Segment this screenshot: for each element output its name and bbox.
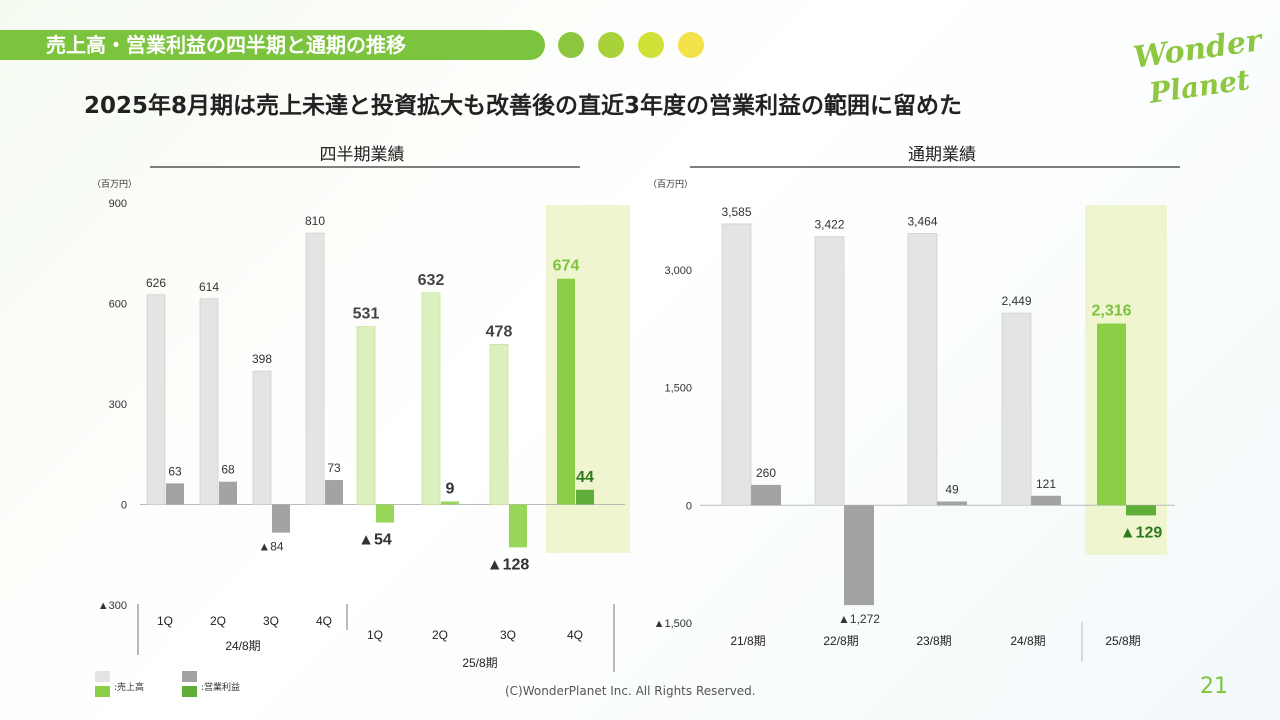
legend-label-revenue: :売上高	[114, 683, 145, 693]
profit-value-label: ▲129	[1120, 524, 1163, 541]
x-category-label: 2Q	[210, 614, 226, 628]
x-category-label: 1Q	[367, 628, 383, 642]
x-category-label: 3Q	[263, 614, 279, 628]
profit-value-label: ▲54	[358, 532, 392, 549]
decor-dot-4	[678, 32, 704, 58]
profit-bar	[166, 483, 184, 505]
profit-value-label: 73	[327, 461, 341, 475]
x-category-label: 4Q	[567, 628, 583, 642]
revenue-value-label: 3,464	[907, 214, 937, 228]
chart-title: 通期業績	[908, 145, 976, 164]
profit-bar	[376, 504, 394, 523]
group-label: 24/8期	[225, 639, 260, 653]
revenue-bar	[1001, 312, 1032, 506]
profit-bar	[844, 505, 874, 606]
profit-bar	[272, 504, 290, 533]
y-tick-label: 0	[686, 500, 692, 512]
profit-bar	[441, 501, 459, 505]
revenue-bar	[907, 233, 938, 506]
x-category-label: 4Q	[316, 614, 332, 628]
revenue-bar	[557, 278, 575, 505]
y-tick-label: 300	[109, 399, 127, 411]
profit-bar	[1031, 495, 1061, 506]
profit-value-label: ▲128	[487, 556, 530, 573]
legend-swatch-cur-profit	[182, 686, 197, 697]
revenue-bar	[721, 223, 752, 506]
revenue-value-label: 674	[553, 258, 580, 275]
revenue-bar	[305, 232, 325, 505]
page-number: 21	[1200, 674, 1228, 699]
profit-bar	[576, 489, 594, 505]
profit-bar	[751, 484, 781, 506]
x-category-label: 2Q	[432, 628, 448, 642]
profit-bar	[1126, 505, 1156, 516]
revenue-bar	[356, 326, 376, 505]
revenue-value-label: 3,422	[814, 218, 844, 232]
headline: 2025年8月期は売上未達と投資拡大も改善後の直近3年度の営業利益の範囲に留めた	[84, 93, 963, 119]
x-category-label: 21/8期	[730, 634, 765, 648]
profit-value-label: 68	[221, 463, 235, 477]
y-tick-label: 600	[109, 299, 127, 311]
y-tick-label: 900	[109, 198, 127, 210]
profit-bar	[937, 501, 967, 506]
revenue-value-label: 2,316	[1091, 303, 1131, 320]
chart-title: 四半期業績	[320, 145, 405, 164]
revenue-bar	[199, 298, 219, 505]
profit-value-label: ▲1,272	[838, 612, 880, 626]
legend-swatch-prev-revenue	[95, 671, 110, 682]
x-category-label: 23/8期	[916, 634, 951, 648]
profit-value-label: 9	[446, 480, 455, 497]
profit-bar	[219, 481, 237, 505]
unit-label: （百万円）	[648, 179, 693, 189]
revenue-bar	[252, 370, 272, 505]
section-title: 売上高・営業利益の四半期と通期の推移	[46, 33, 406, 57]
unit-label: （百万円）	[92, 179, 137, 189]
revenue-value-label: 531	[353, 306, 380, 323]
profit-value-label: 49	[945, 482, 959, 496]
revenue-bar	[1097, 323, 1126, 506]
y-tick-label: 1,500	[664, 383, 692, 395]
profit-value-label: 260	[756, 466, 776, 480]
x-category-label: 22/8期	[823, 634, 858, 648]
copyright: (C)WonderPlanet Inc. All Rights Reserved…	[505, 684, 756, 698]
revenue-bar	[489, 343, 509, 505]
profit-value-label: 63	[168, 464, 182, 478]
profit-value-label: ▲84	[258, 540, 284, 554]
revenue-value-label: 478	[486, 323, 513, 340]
x-category-label: 3Q	[500, 628, 516, 642]
section-title-band	[0, 30, 545, 60]
y-tick-label: ▲300	[98, 600, 127, 612]
revenue-bar	[421, 292, 441, 505]
legend-swatch-prev-profit	[182, 671, 197, 682]
x-category-label: 1Q	[157, 614, 173, 628]
decor-dot-3	[638, 32, 664, 58]
legend-swatch-cur-revenue	[95, 686, 110, 697]
legend-label-profit: :営業利益	[201, 683, 241, 693]
y-tick-label: ▲1,500	[654, 618, 692, 630]
profit-bar	[325, 480, 343, 505]
revenue-value-label: 2,449	[1001, 294, 1031, 308]
x-category-label: 25/8期	[1105, 634, 1140, 648]
decor-dot-1	[558, 32, 584, 58]
revenue-value-label: 614	[199, 280, 219, 294]
group-label: 25/8期	[462, 656, 497, 670]
y-tick-label: 0	[121, 500, 127, 512]
revenue-value-label: 398	[252, 352, 272, 366]
revenue-value-label: 632	[418, 272, 445, 289]
revenue-bar	[146, 294, 166, 505]
revenue-value-label: 810	[305, 214, 325, 228]
profit-value-label: 121	[1036, 477, 1056, 491]
y-tick-label: 3,000	[664, 265, 692, 277]
decor-dot-2	[598, 32, 624, 58]
x-category-label: 24/8期	[1010, 634, 1045, 648]
revenue-value-label: 626	[146, 276, 166, 290]
revenue-value-label: 3,585	[721, 205, 751, 219]
profit-bar	[509, 504, 527, 548]
profit-value-label: 44	[576, 469, 594, 486]
revenue-bar	[814, 236, 845, 506]
